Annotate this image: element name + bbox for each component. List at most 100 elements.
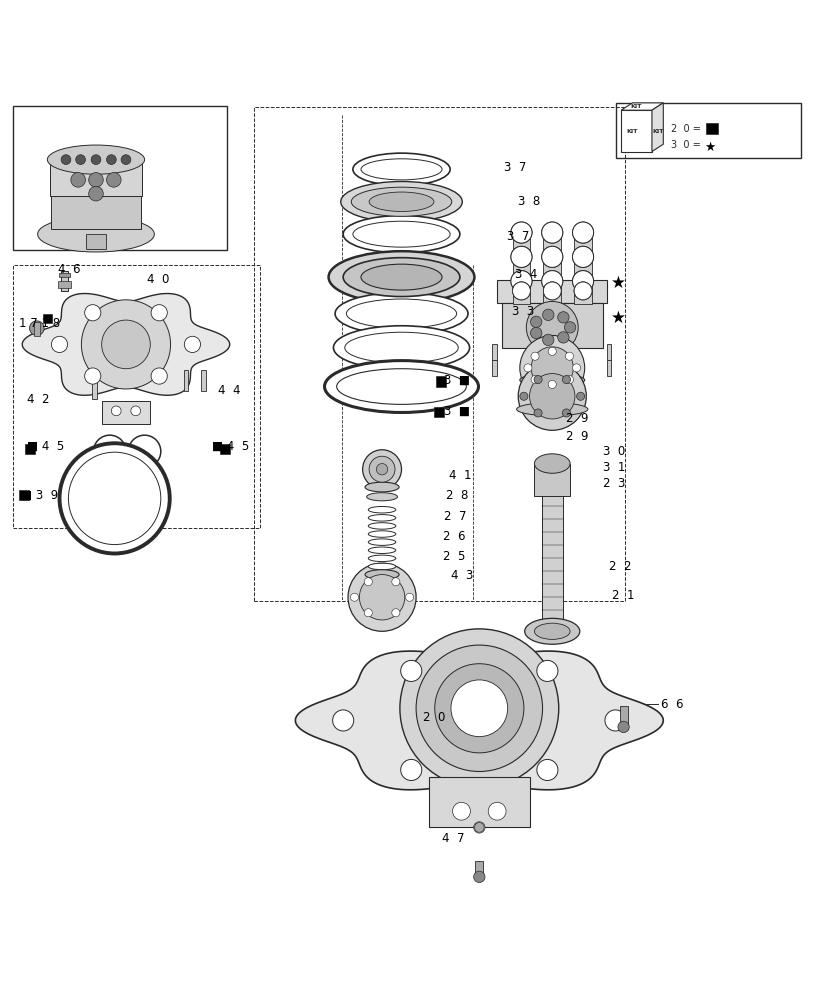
Ellipse shape [368,506,396,513]
Circle shape [333,710,353,731]
Ellipse shape [344,216,460,253]
Text: 3  ■: 3 ■ [444,404,470,417]
Circle shape [534,376,542,384]
Ellipse shape [335,293,468,335]
Ellipse shape [47,145,144,174]
Text: 4  4: 4 4 [218,384,240,397]
Ellipse shape [517,403,588,416]
Bar [512,231,530,255]
Circle shape [348,563,416,631]
Circle shape [29,321,44,335]
Ellipse shape [368,555,396,562]
Circle shape [542,271,563,292]
Bar [58,281,71,288]
Text: 2  3: 2 3 [602,477,625,490]
Text: 4  1: 4 1 [449,469,471,482]
Circle shape [401,660,422,681]
Circle shape [89,173,104,187]
Ellipse shape [365,482,399,492]
Bar [475,861,483,878]
Circle shape [557,312,569,323]
Text: 4  3: 4 3 [451,569,473,582]
Ellipse shape [520,374,585,387]
Circle shape [518,362,587,430]
Bar [25,444,35,454]
Circle shape [400,629,559,788]
Bar [43,314,52,323]
Bar [512,255,530,280]
Circle shape [511,222,532,243]
Bar [543,280,561,304]
Circle shape [511,246,532,267]
Circle shape [61,155,71,164]
Circle shape [364,609,372,617]
Circle shape [562,409,570,417]
Ellipse shape [368,523,396,529]
Bar [616,103,801,158]
Circle shape [401,759,422,781]
Circle shape [512,282,530,300]
Ellipse shape [337,369,467,404]
Circle shape [76,155,86,164]
Ellipse shape [329,251,474,303]
Text: 2  9: 2 9 [566,430,588,443]
Circle shape [151,368,167,384]
Ellipse shape [341,181,463,222]
Circle shape [574,282,592,300]
Circle shape [392,578,400,586]
Bar [202,370,206,391]
Ellipse shape [534,454,570,473]
Circle shape [543,309,554,321]
Circle shape [511,246,532,267]
Circle shape [543,282,561,300]
Circle shape [85,368,101,384]
Text: 2  9: 2 9 [566,412,588,425]
Circle shape [537,660,558,681]
Circle shape [548,380,557,388]
Text: 3  4: 3 4 [515,268,538,281]
Circle shape [121,155,131,164]
Bar [606,360,611,376]
Circle shape [364,578,372,586]
Bar [502,303,602,348]
Circle shape [511,271,532,292]
Circle shape [520,335,585,400]
Circle shape [91,155,101,164]
Text: ■ 4  5: ■ 4 5 [27,440,64,453]
Bar [497,280,607,303]
Text: KIT: KIT [626,129,637,134]
Bar [706,123,718,134]
Text: 3  3: 3 3 [512,305,534,318]
Ellipse shape [347,299,457,328]
Circle shape [376,464,388,475]
Ellipse shape [325,361,478,412]
Circle shape [69,452,161,545]
Circle shape [511,222,532,243]
Circle shape [530,374,575,419]
Text: 3  1: 3 1 [602,461,625,474]
Ellipse shape [369,192,434,211]
Text: 3  7: 3 7 [507,230,530,243]
Text: 3  8: 3 8 [518,195,540,208]
Ellipse shape [368,539,396,545]
Circle shape [557,332,569,343]
Circle shape [605,710,626,731]
Bar [92,382,97,399]
Circle shape [111,406,121,416]
Bar [86,234,106,249]
Bar [19,490,29,500]
Text: 2  0: 2 0 [423,711,445,724]
Circle shape [530,316,542,327]
Circle shape [85,305,101,321]
Circle shape [562,376,570,384]
Circle shape [543,282,561,300]
Text: 2  7: 2 7 [445,510,467,523]
Circle shape [71,173,86,187]
Text: 2  8: 2 8 [446,489,468,502]
Circle shape [511,271,532,292]
Text: 2  6: 2 6 [443,530,465,543]
Circle shape [107,173,121,187]
Circle shape [107,155,116,164]
Bar [436,376,446,387]
Text: 2  1: 2 1 [612,589,635,602]
